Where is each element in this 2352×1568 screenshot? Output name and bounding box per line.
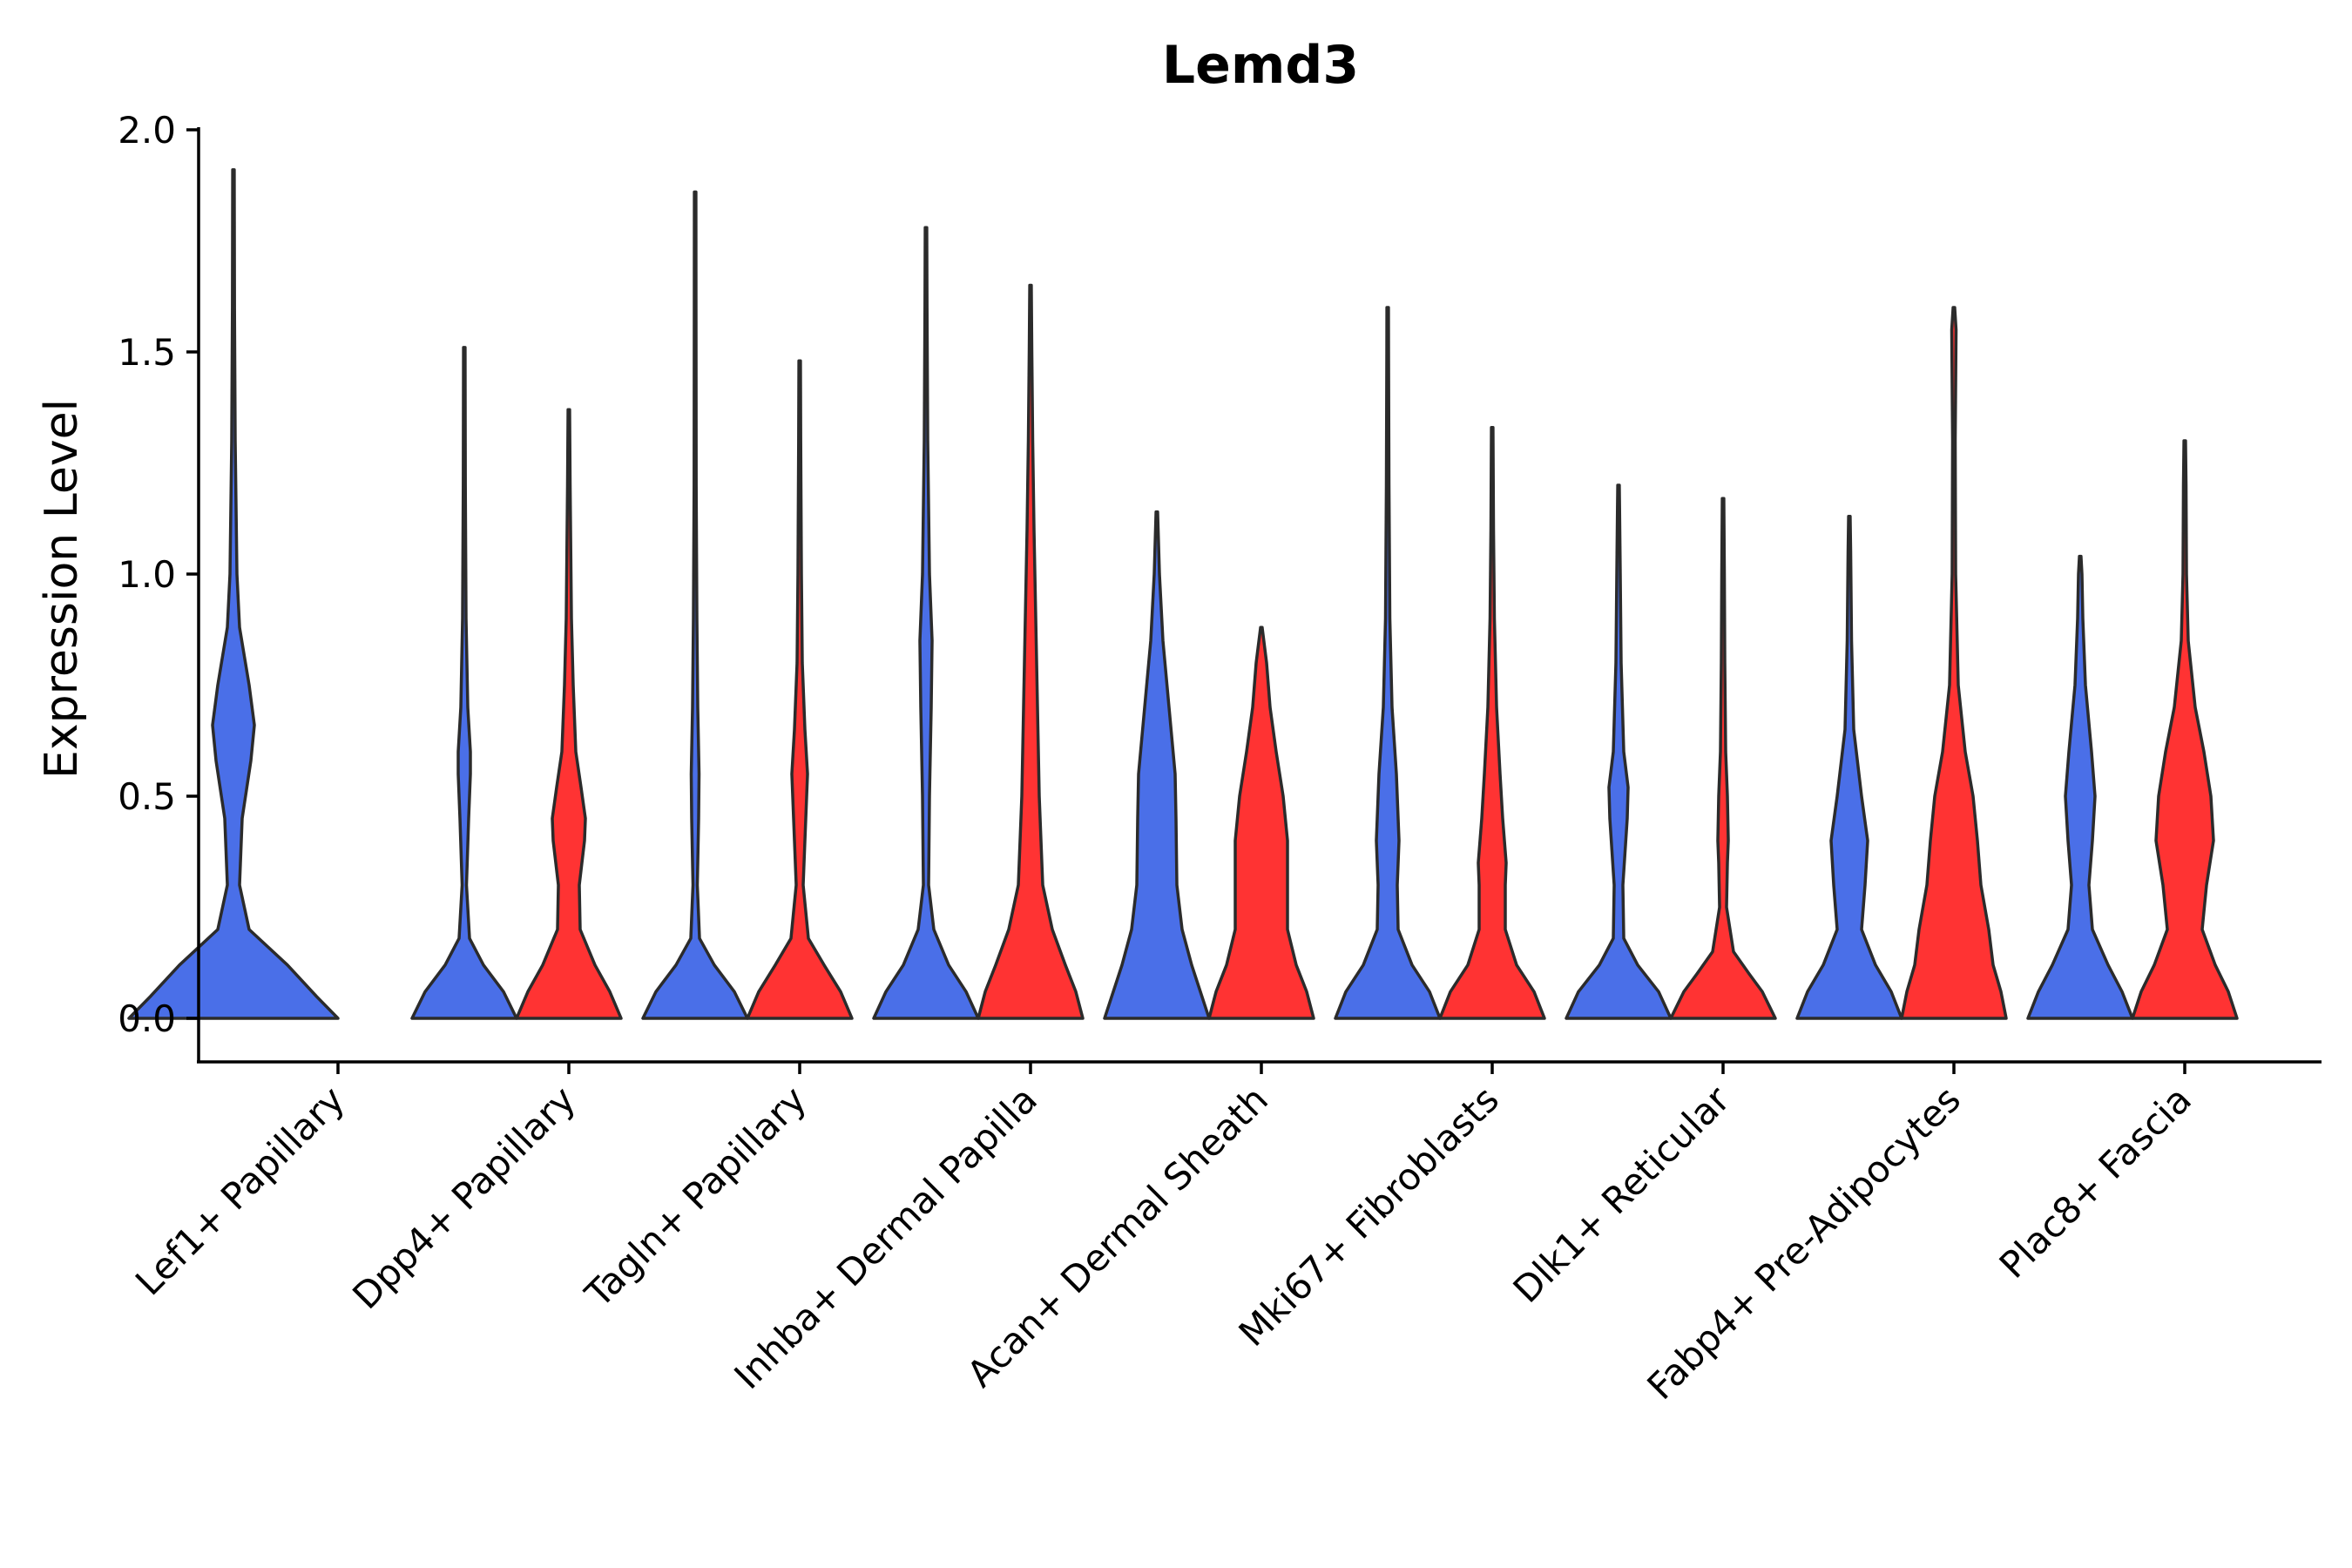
violin-group-2-9 xyxy=(2131,439,2239,1020)
violin-group-1-8 xyxy=(1795,514,1903,1020)
violin-group-1-9 xyxy=(2026,554,2134,1020)
violin-group-2-6 xyxy=(1438,425,1546,1020)
chart-title: Lemd3 xyxy=(1162,35,1359,96)
x-tick-label: Dlk1+ Reticular xyxy=(1505,1078,1739,1311)
y-tick-label: 0.0 xyxy=(118,997,176,1040)
violin-group-1-2 xyxy=(410,346,518,1020)
x-tick-label: Mki67+ Fibroblasts xyxy=(1231,1078,1507,1354)
violin-group-1-1 xyxy=(127,168,340,1020)
violin-group-2-2 xyxy=(515,408,623,1020)
violin-group-1-6 xyxy=(1334,306,1442,1020)
violin-group-2-3 xyxy=(746,359,854,1020)
y-tick-label: 2.0 xyxy=(118,109,176,152)
violin-group-2-4 xyxy=(977,283,1085,1020)
violin-group-2-8 xyxy=(1900,306,2008,1020)
violin-group-1-5 xyxy=(1103,510,1211,1020)
violin-group-2-7 xyxy=(1669,497,1777,1020)
violin-group-2-5 xyxy=(1207,625,1315,1020)
y-tick-label: 0.5 xyxy=(118,775,176,818)
y-tick-label: 1.0 xyxy=(118,553,176,596)
violin-group xyxy=(127,168,2239,1020)
violin-group-1-3 xyxy=(641,190,749,1020)
x-tick-label: Dpp4+ Papillary xyxy=(344,1078,584,1317)
y-tick-label: 1.5 xyxy=(118,331,176,374)
x-tick-label: Plac8+ Fascia xyxy=(1991,1078,2200,1286)
axes xyxy=(197,127,2322,1064)
x-tick-label: Tagln+ Papillary xyxy=(577,1078,814,1315)
x-tick-label: Lef1+ Papillary xyxy=(127,1078,353,1303)
y-ticks: 0.0 0.5 1.0 1.5 2.0 xyxy=(118,109,199,1040)
y-axis-label: Expression Level xyxy=(36,399,88,779)
violin-group-1-7 xyxy=(1565,483,1673,1020)
violin-group-1-4 xyxy=(872,226,980,1020)
